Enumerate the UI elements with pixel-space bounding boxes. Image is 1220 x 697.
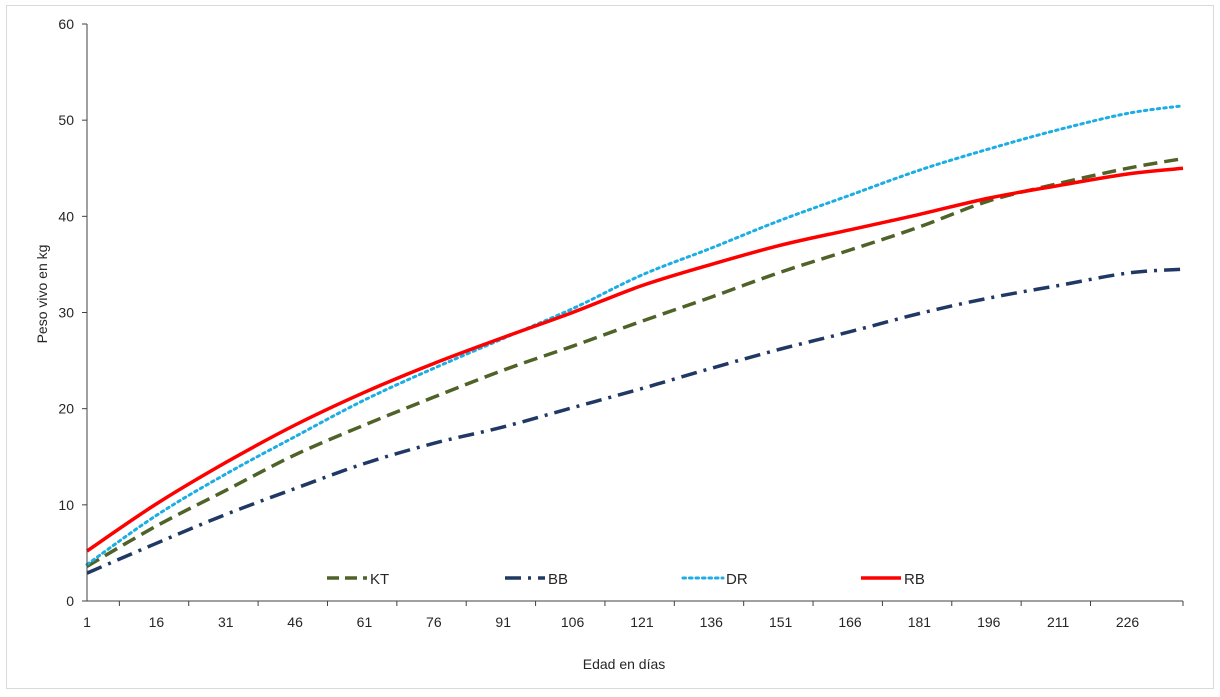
x-tick-label: 121 bbox=[630, 614, 654, 630]
x-tick-label: 1 bbox=[83, 614, 91, 630]
x-tick-label: 106 bbox=[561, 614, 585, 630]
y-tick-label: 30 bbox=[58, 305, 74, 321]
series-line-dr bbox=[85, 104, 1185, 566]
x-tick-label: 31 bbox=[218, 614, 234, 630]
x-tick-label: 211 bbox=[1047, 614, 1070, 630]
x-tick-label: 151 bbox=[769, 614, 793, 630]
x-tick-label: 136 bbox=[700, 614, 724, 630]
legend-label-rb: RB bbox=[904, 571, 925, 588]
x-tick-label: 91 bbox=[495, 614, 511, 630]
y-tick-label: 40 bbox=[58, 208, 74, 224]
x-axis-title: Edad en días bbox=[583, 656, 666, 672]
series-line-bb bbox=[86, 267, 1184, 575]
x-tick-label: 76 bbox=[426, 614, 442, 630]
y-tick-label: 10 bbox=[58, 497, 74, 513]
x-tick-label: 46 bbox=[287, 614, 303, 630]
series-layer bbox=[85, 104, 1185, 575]
legend-label-kt: KT bbox=[370, 571, 389, 588]
x-tick-label: 61 bbox=[357, 614, 373, 630]
axes-layer: 0 10 20 30 40 50 60 1 16 31 46 61 76 91 106 121 136 151 16… bbox=[58, 16, 1184, 630]
y-tick-label: 50 bbox=[58, 112, 74, 128]
legend-label-bb: BB bbox=[548, 571, 568, 588]
x-tick-label: 166 bbox=[838, 614, 862, 630]
series-line-rb bbox=[86, 166, 1184, 553]
legend-label-dr: DR bbox=[726, 571, 748, 588]
x-tick-label: 196 bbox=[977, 614, 1001, 630]
x-tick-label: 181 bbox=[908, 614, 932, 630]
y-axis-title: Peso vivo en kg bbox=[34, 245, 50, 344]
x-tick-label: 16 bbox=[149, 614, 165, 630]
y-tick-label: 20 bbox=[58, 401, 74, 417]
chart-frame bbox=[6, 5, 1214, 689]
y-tick-label: 60 bbox=[58, 16, 74, 32]
y-tick-label: 0 bbox=[66, 593, 74, 609]
x-tick-label: 226 bbox=[1116, 614, 1140, 630]
legend: KT BB DR RB bbox=[327, 571, 925, 588]
